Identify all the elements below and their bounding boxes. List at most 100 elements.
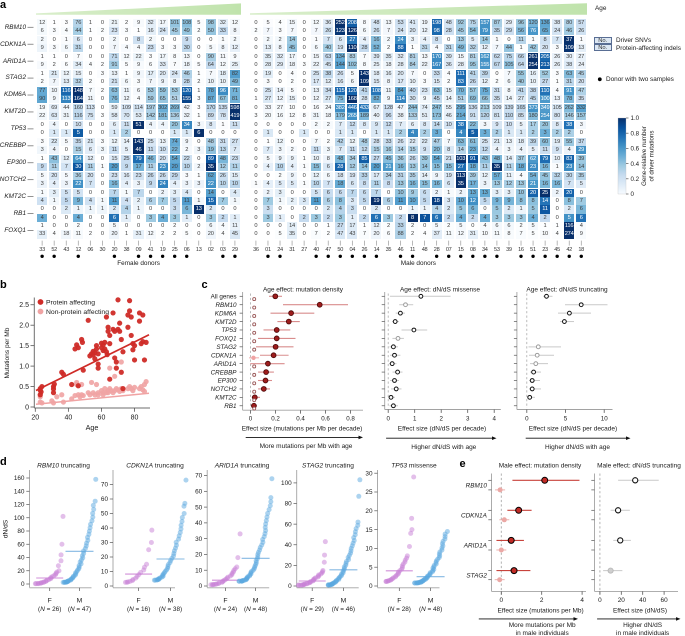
svg-text:STAG2: STAG2	[216, 344, 237, 351]
svg-text:All genes: All genes	[211, 294, 237, 301]
svg-text:(N = 24): (N = 24)	[214, 606, 237, 613]
svg-text:M: M	[428, 598, 434, 605]
svg-text:120: 120	[14, 502, 25, 509]
svg-text:3: 3	[466, 416, 470, 423]
svg-text:Higher dN/dS: Higher dN/dS	[623, 622, 663, 629]
svg-text:40: 40	[639, 597, 647, 604]
svg-text:Higher dN/dS with age: Higher dN/dS with age	[411, 444, 476, 451]
svg-text:0.2: 0.2	[271, 416, 280, 423]
svg-text:0: 0	[631, 191, 635, 198]
svg-text:70: 70	[195, 473, 203, 480]
svg-text:0.4: 0.4	[631, 161, 640, 168]
svg-text:0: 0	[386, 416, 390, 423]
svg-text:60: 60	[285, 521, 293, 528]
svg-text:M: M	[77, 598, 83, 605]
svg-text:0.8: 0.8	[346, 416, 355, 423]
svg-text:More mutations per Mb with age: More mutations per Mb with age	[260, 443, 353, 450]
svg-text:Higher dN/dS with age: Higher dN/dS with age	[545, 444, 610, 451]
svg-text:40: 40	[101, 525, 109, 532]
svg-text:0: 0	[598, 597, 602, 604]
svg-text:0: 0	[288, 583, 292, 590]
svg-text:0.8: 0.8	[631, 130, 640, 137]
svg-text:100: 100	[281, 480, 292, 487]
svg-text:F: F	[310, 598, 314, 605]
svg-text:30: 30	[195, 536, 203, 543]
svg-text:60: 60	[101, 496, 109, 503]
svg-text:0.6: 0.6	[631, 146, 640, 153]
svg-text:M: M	[253, 598, 259, 605]
svg-text:60: 60	[98, 415, 106, 422]
svg-text:CDKN1A: CDKN1A	[461, 512, 487, 519]
svg-text:0: 0	[500, 597, 504, 604]
svg-text:(N = 28): (N = 28)	[388, 606, 411, 613]
svg-text:5: 5	[564, 416, 568, 423]
svg-text:(N = 38): (N = 38)	[159, 606, 182, 613]
svg-text:RB1: RB1	[224, 403, 236, 410]
svg-text:80: 80	[131, 415, 139, 422]
svg-text:F: F	[48, 598, 52, 605]
svg-text:Age effect: dN/dS missense: Age effect: dN/dS missense	[400, 287, 480, 294]
svg-text:2: 2	[540, 597, 544, 604]
svg-text:20: 20	[101, 554, 109, 561]
svg-text:dN/dS: dN/dS	[3, 519, 10, 538]
svg-text:20: 20	[195, 552, 203, 559]
svg-text:40: 40	[285, 542, 293, 549]
svg-text:ARID1A truncating: ARID1A truncating	[214, 463, 270, 470]
svg-text:(N = 29): (N = 29)	[301, 606, 324, 613]
svg-text:50: 50	[195, 504, 203, 511]
svg-text:100: 100	[14, 515, 25, 522]
svg-text:CREBBP: CREBBP	[211, 369, 238, 376]
svg-text:(N = 46): (N = 46)	[332, 606, 355, 613]
svg-text:40: 40	[195, 520, 203, 527]
svg-text:Effect size (dN/dS): Effect size (dN/dS)	[613, 607, 667, 614]
svg-text:M: M	[168, 598, 174, 605]
svg-text:Age effect: mutation density: Age effect: mutation density	[263, 287, 344, 294]
svg-text:2.0: 2.0	[19, 323, 29, 330]
svg-text:15: 15	[365, 527, 373, 534]
svg-text:RBM10 truncating: RBM10 truncating	[37, 463, 90, 470]
svg-text:More mutations per Mb: More mutations per Mb	[509, 622, 576, 629]
svg-text:1.0: 1.0	[631, 115, 640, 122]
svg-text:20: 20	[365, 508, 373, 515]
svg-text:KMT2C: KMT2C	[215, 395, 237, 402]
svg-text:30: 30	[101, 540, 109, 547]
svg-text:RBM10: RBM10	[466, 482, 488, 489]
svg-text:20: 20	[618, 597, 626, 604]
svg-text:10: 10	[601, 416, 608, 423]
svg-text:25: 25	[365, 489, 373, 496]
svg-text:(N = 47): (N = 47)	[68, 606, 91, 613]
svg-text:Gene-relative number: Gene-relative number	[641, 126, 648, 186]
svg-text:EP300: EP300	[218, 378, 237, 385]
svg-text:0: 0	[104, 583, 108, 590]
svg-text:20: 20	[285, 563, 293, 570]
svg-text:70: 70	[101, 482, 109, 489]
svg-text:4: 4	[492, 416, 496, 423]
svg-text:Non-protein affecting: Non-protein affecting	[46, 309, 109, 316]
svg-text:2.5: 2.5	[19, 302, 29, 309]
svg-text:0.6: 0.6	[321, 416, 330, 423]
svg-text:0: 0	[525, 416, 529, 423]
svg-text:40: 40	[64, 415, 72, 422]
svg-text:RBM10: RBM10	[216, 302, 237, 309]
svg-text:(N = 26): (N = 26)	[38, 606, 61, 613]
svg-text:F: F	[397, 598, 401, 605]
svg-text:Effect size (dN/dS per decade): Effect size (dN/dS per decade)	[529, 426, 617, 433]
svg-text:in male individuals: in male individuals	[616, 630, 670, 636]
svg-text:NOTCH2: NOTCH2	[211, 386, 237, 393]
svg-text:TP53: TP53	[221, 327, 237, 334]
svg-text:Mutations per Mb: Mutations per Mb	[4, 327, 11, 378]
svg-text:M: M	[341, 598, 347, 605]
svg-text:ARID1A: ARID1A	[463, 542, 487, 549]
svg-text:0.2: 0.2	[631, 176, 640, 183]
svg-text:10: 10	[101, 569, 109, 576]
svg-text:50: 50	[101, 511, 109, 518]
svg-text:0: 0	[369, 583, 373, 590]
svg-text:0: 0	[25, 404, 29, 411]
svg-text:STAG2 truncating: STAG2 truncating	[302, 463, 354, 470]
svg-text:(N = 48): (N = 48)	[244, 606, 267, 613]
svg-text:KDM6A: KDM6A	[215, 310, 237, 317]
svg-text:of driver mutations: of driver mutations	[649, 131, 656, 182]
svg-text:60: 60	[661, 597, 669, 604]
svg-text:80: 80	[285, 501, 293, 508]
svg-text:Age: Age	[86, 423, 99, 432]
